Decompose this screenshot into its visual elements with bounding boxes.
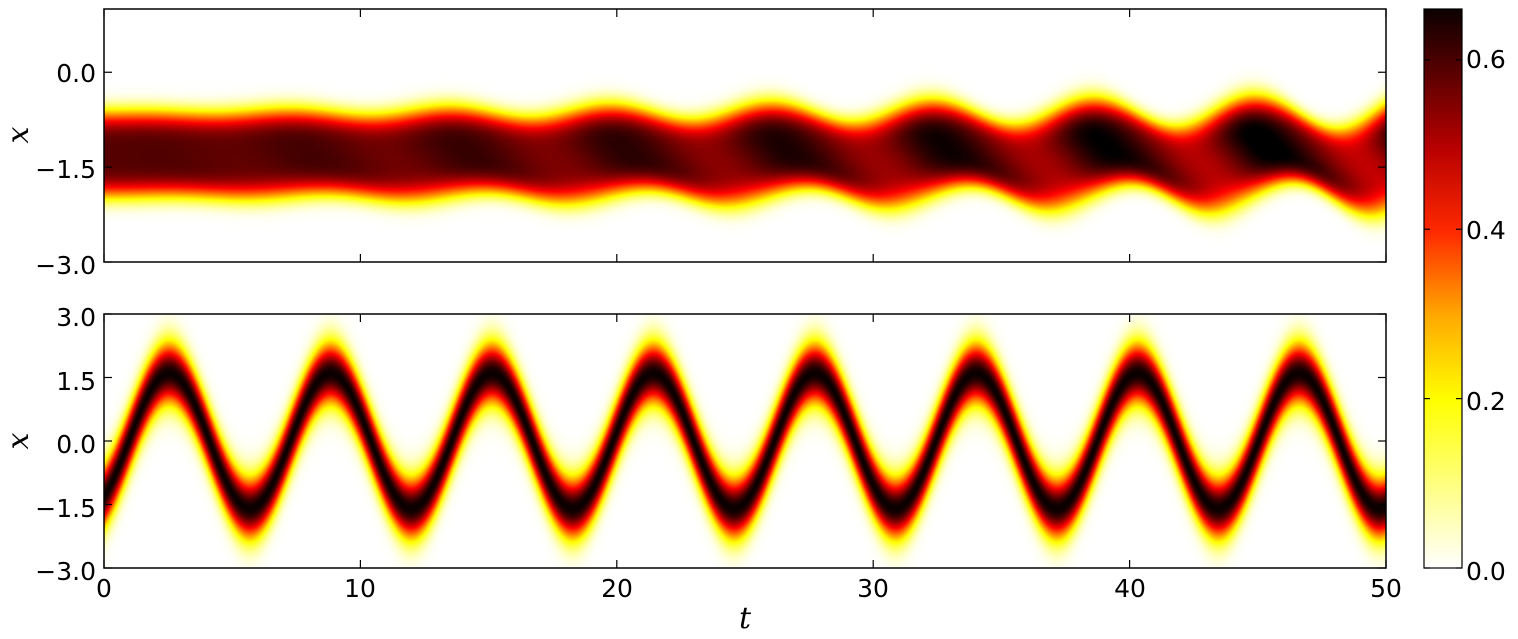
bottom-y-tick-label-3: −1.5	[35, 494, 96, 523]
x-tick-label-0: 0	[96, 574, 112, 603]
bottom-heatmap	[104, 314, 1386, 568]
colorbar-gradient	[1423, 8, 1463, 569]
top-y-tick-label-0: 0.0	[56, 59, 96, 88]
top-panel-frame	[103, 8, 1387, 263]
bottom-y-tick-label-1: 1.5	[56, 367, 96, 396]
x-tick-label-2: 20	[601, 574, 633, 603]
bottom-y-tick-label-4: −3.0	[35, 557, 96, 586]
top-y-tick-label-2: −3.0	[35, 251, 96, 280]
bottom-ticks	[103, 313, 1387, 569]
colorbar-tick-label-3: 0.6	[1466, 45, 1506, 74]
x-axis-label: t	[739, 601, 752, 636]
top-ticks	[103, 9, 1387, 263]
x-tick-label-3: 30	[857, 574, 889, 603]
top-panel: 0.0 −1.5 −3.0 x	[1, 8, 1387, 280]
colorbar-tick-label-0: 0.0	[1466, 557, 1506, 586]
x-tick-label-5: 50	[1370, 574, 1402, 603]
colorbar-ticks	[1424, 59, 1462, 569]
bottom-y-tick-label-0: 3.0	[56, 303, 96, 332]
bottom-panel: 3.0 1.5 0.0 −1.5 −3.0 0 10 20 30 40 50 t…	[1, 303, 1402, 636]
bottom-y-tick-label-2: 0.0	[56, 430, 96, 459]
colorbar: 0.0 0.2 0.4 0.6	[1423, 8, 1506, 586]
x-tick-label-1: 10	[344, 574, 376, 603]
x-tick-label-4: 40	[1114, 574, 1146, 603]
colorbar-tick-label-2: 0.4	[1466, 216, 1506, 245]
top-y-tick-label-1: −1.5	[35, 155, 96, 184]
top-heatmap	[104, 9, 1386, 262]
colorbar-tick-label-1: 0.2	[1466, 387, 1506, 416]
top-y-axis-label: x	[1, 126, 36, 143]
bottom-y-axis-label: x	[1, 432, 36, 449]
